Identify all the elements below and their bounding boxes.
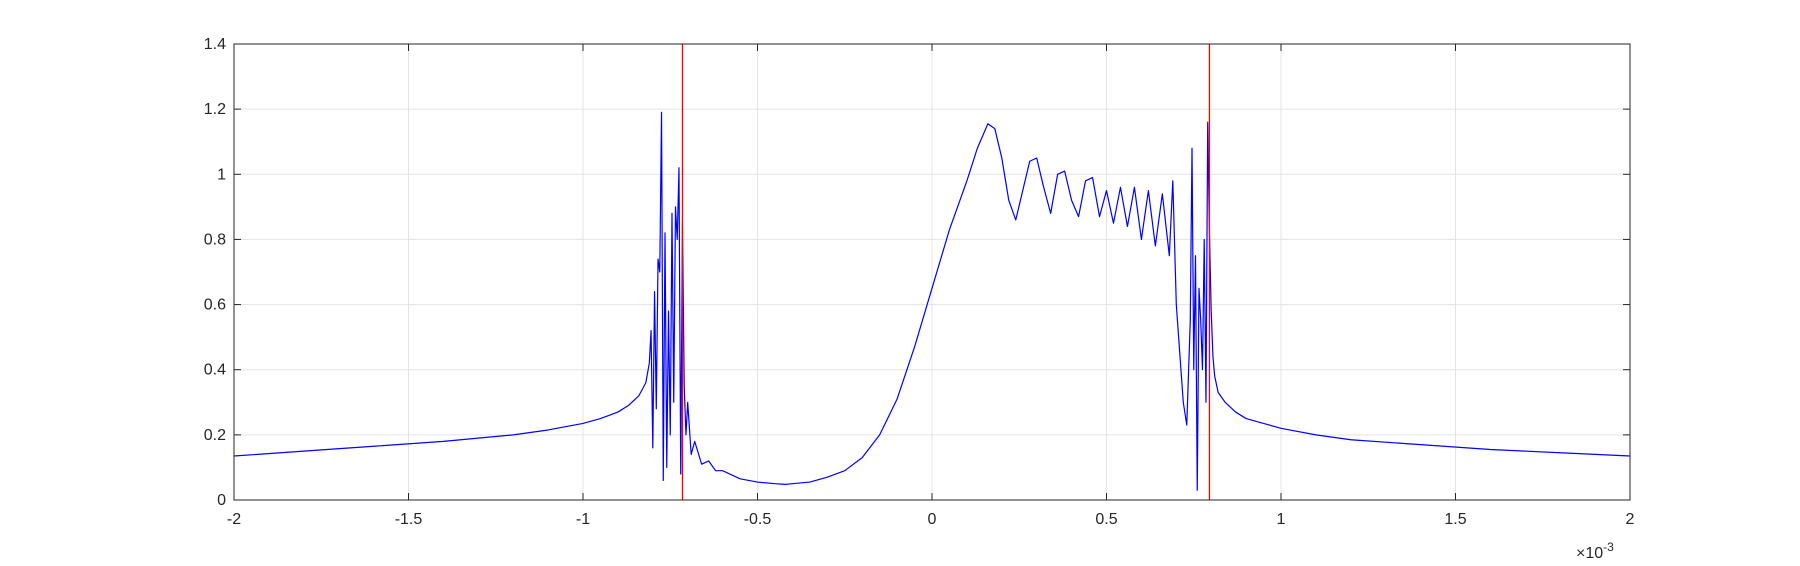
y-tick-label: 0.4 (204, 362, 226, 379)
y-tick-label: 1 (217, 166, 226, 183)
x-tick-labels: -2 -1.5 -1 -0.5 0 0.5 1 1.5 2 (227, 511, 1635, 528)
y-tick-label: 1.4 (204, 36, 226, 53)
x-tick-label: 2 (1626, 511, 1635, 528)
x-tick-label: -2 (227, 511, 241, 528)
x-tick-label: -0.5 (744, 511, 772, 528)
x-tick-label: 0.5 (1095, 511, 1117, 528)
y-tick-label: 0 (217, 492, 226, 509)
data-series (233, 44, 1631, 500)
y-tick-label: 0.2 (204, 427, 226, 444)
x-tick-label: 1 (1277, 511, 1286, 528)
y-tick-labels: 0 0.2 0.4 0.6 0.8 1 1.2 1.4 (204, 36, 226, 509)
x-tick-label: 1.5 (1444, 511, 1466, 528)
x-tick-label: -1 (576, 511, 590, 528)
y-tick-label: 0.8 (204, 231, 226, 248)
x-exponent-label: ×10-3 (1576, 540, 1614, 562)
x-exponent-power: -3 (1603, 540, 1614, 554)
x-tick-label: -1.5 (395, 511, 423, 528)
series-line (233, 111, 1631, 491)
y-tick-label: 0.6 (204, 297, 226, 314)
x-tick-label: 0 (928, 511, 937, 528)
x-exponent-base: ×10 (1576, 545, 1603, 562)
tick-marks (233, 43, 1631, 501)
y-tick-label: 1.2 (204, 101, 226, 118)
